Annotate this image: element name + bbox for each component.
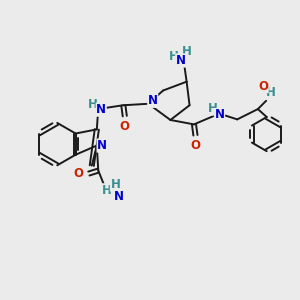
- Text: H: H: [208, 102, 218, 115]
- Text: O: O: [190, 139, 200, 152]
- Text: H: H: [168, 50, 178, 64]
- Text: N: N: [176, 54, 186, 67]
- Text: H: H: [110, 178, 120, 191]
- Text: H: H: [266, 86, 276, 99]
- Text: O: O: [120, 120, 130, 133]
- Text: O: O: [74, 167, 84, 180]
- Text: N: N: [97, 139, 107, 152]
- Text: N: N: [96, 103, 106, 116]
- Text: O: O: [258, 80, 268, 93]
- Text: N: N: [214, 109, 225, 122]
- Text: N: N: [148, 94, 158, 107]
- Text: N: N: [114, 190, 124, 203]
- Text: H: H: [182, 45, 192, 58]
- Text: H: H: [88, 98, 98, 111]
- Text: H: H: [102, 184, 112, 197]
